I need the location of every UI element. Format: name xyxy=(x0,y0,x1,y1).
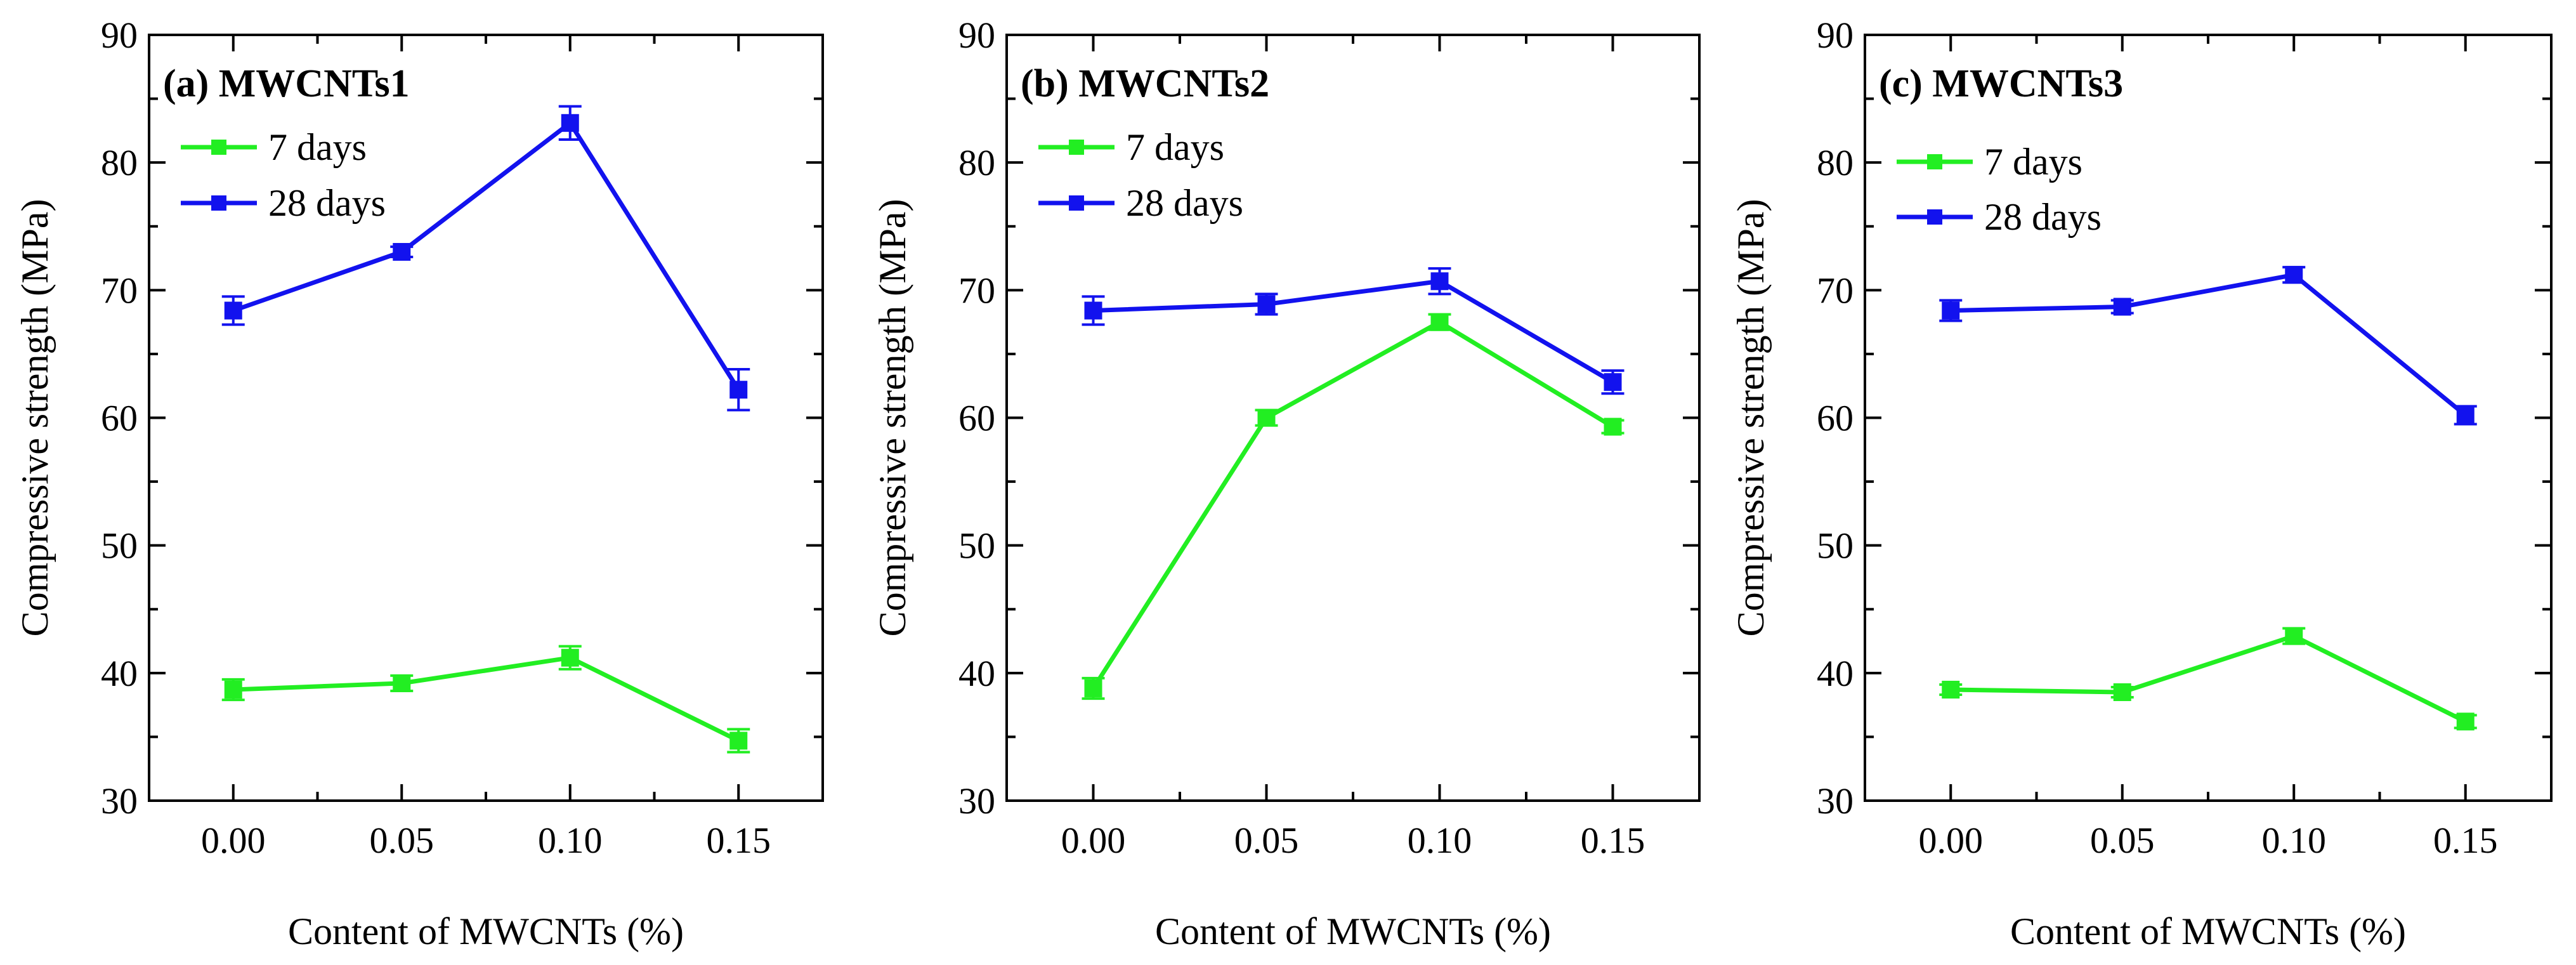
x-tick-label: 0.10 xyxy=(2262,820,2327,861)
series-line xyxy=(1951,633,2467,724)
panel-2: 30 40 50 60 70 80 90 0.00 0.05 0.10 0.15 Content of… xyxy=(872,15,1701,952)
y-tick-label: 30 xyxy=(958,780,995,822)
series-28-days xyxy=(1082,267,1625,395)
x-tick-label: 0.15 xyxy=(1581,820,1645,861)
y-tick-label: 90 xyxy=(101,15,138,56)
legend-marker xyxy=(211,195,226,211)
y-tick-label: 30 xyxy=(1817,780,1854,822)
legend-label: 28 days xyxy=(268,182,386,224)
x-tick-label: 0.15 xyxy=(707,820,771,861)
y-tick-label: 60 xyxy=(101,398,138,439)
series-line xyxy=(232,119,741,391)
data-point xyxy=(2456,712,2475,731)
data-point xyxy=(1942,301,1960,320)
data-point xyxy=(1604,417,1622,436)
data-point xyxy=(2285,266,2303,284)
x-axis-title: Content of MWCNTs (%) xyxy=(1155,910,1551,952)
data-point xyxy=(1084,679,1102,697)
data-point xyxy=(1257,295,1276,313)
data-point xyxy=(1084,301,1102,320)
y-tick-label: 60 xyxy=(958,398,995,439)
x-tick-label: 0.05 xyxy=(1234,820,1299,861)
legend-marker xyxy=(1069,195,1084,211)
data-point xyxy=(561,114,579,132)
panel-title: (c) MWCNTs3 xyxy=(1879,62,2123,105)
data-point xyxy=(224,680,242,699)
data-point xyxy=(2113,298,2131,316)
y-tick-label: 40 xyxy=(1817,653,1854,694)
panel-1: 30 40 50 60 70 80 90 0.00 0.05 0.10 0.15 Content of… xyxy=(14,15,824,952)
x-tick-label: 0.00 xyxy=(1919,820,1984,861)
data-point xyxy=(2113,683,2131,702)
plot-frame xyxy=(148,34,824,802)
series-line xyxy=(233,655,740,743)
panel-3: 30 40 50 60 70 80 90 0.00 0.05 0.10 0.15 Content of… xyxy=(1730,15,2553,952)
panel-title: (a) MWCNTs1 xyxy=(163,62,410,105)
x-axis-title: Content of MWCNTs (%) xyxy=(288,910,684,952)
x-tick-label: 0.10 xyxy=(1408,820,1472,861)
y-tick-label: 50 xyxy=(958,525,995,567)
panel-title: (b) MWCNTs2 xyxy=(1021,62,1269,105)
series-7-days xyxy=(1939,627,2477,731)
data-point xyxy=(393,242,411,261)
data-point xyxy=(729,732,748,750)
data-point xyxy=(561,648,579,667)
x-tick-label: 0.00 xyxy=(201,820,266,861)
legend-label: 7 days xyxy=(1126,126,1224,168)
y-tick-label: 80 xyxy=(958,142,995,183)
x-tick-label: 0.10 xyxy=(538,820,603,861)
legend-label: 7 days xyxy=(1984,141,2082,183)
y-tick-label: 90 xyxy=(1817,15,1854,56)
data-point xyxy=(1430,272,1449,291)
legend-marker xyxy=(1927,209,1942,225)
series-7-days xyxy=(1082,313,1625,700)
y-tick-label: 60 xyxy=(1817,398,1854,439)
legend-label: 28 days xyxy=(1984,196,2102,238)
plot-frame xyxy=(1864,34,2553,802)
data-point xyxy=(1942,680,1960,699)
y-tick-label: 70 xyxy=(101,270,138,311)
data-point xyxy=(1430,313,1449,331)
x-tick-label: 0.00 xyxy=(1061,820,1126,861)
x-axis-title: Content of MWCNTs (%) xyxy=(2010,910,2406,952)
y-axis-title: Compressive strength (MPa) xyxy=(1730,199,1772,637)
x-tick-label: 0.15 xyxy=(2433,820,2498,861)
series-line xyxy=(1951,272,2467,417)
data-point xyxy=(393,674,411,692)
y-tick-label: 80 xyxy=(101,142,138,183)
legend-label: 7 days xyxy=(268,126,367,168)
y-axis-title: Compressive strength (MPa) xyxy=(14,199,56,637)
y-tick-label: 30 xyxy=(101,780,138,822)
series-28-days xyxy=(1939,266,2477,426)
legend-marker xyxy=(211,140,226,155)
y-axis-title: Compressive strength (MPa) xyxy=(872,199,913,637)
series-line xyxy=(1093,279,1614,384)
series-28-days xyxy=(221,105,750,412)
legend-label: 28 days xyxy=(1126,182,1243,224)
y-tick-label: 50 xyxy=(1817,525,1854,567)
legend-marker xyxy=(1069,140,1084,155)
x-tick-label: 0.05 xyxy=(370,820,435,861)
data-point xyxy=(1257,409,1276,427)
data-point xyxy=(1604,373,1622,391)
y-tick-label: 70 xyxy=(958,270,995,311)
data-point xyxy=(2456,406,2475,424)
series-line xyxy=(1091,319,1614,690)
x-tick-label: 0.05 xyxy=(2090,820,2155,861)
y-tick-label: 50 xyxy=(101,525,138,567)
y-tick-label: 40 xyxy=(958,653,995,694)
data-point xyxy=(729,381,748,399)
legend-marker xyxy=(1927,154,1942,169)
y-tick-label: 80 xyxy=(1817,142,1854,183)
y-tick-label: 40 xyxy=(101,653,138,694)
y-tick-label: 70 xyxy=(1817,270,1854,311)
series-7-days xyxy=(221,645,750,754)
data-point xyxy=(2285,627,2303,645)
data-point xyxy=(224,301,242,320)
y-tick-label: 90 xyxy=(958,15,995,56)
